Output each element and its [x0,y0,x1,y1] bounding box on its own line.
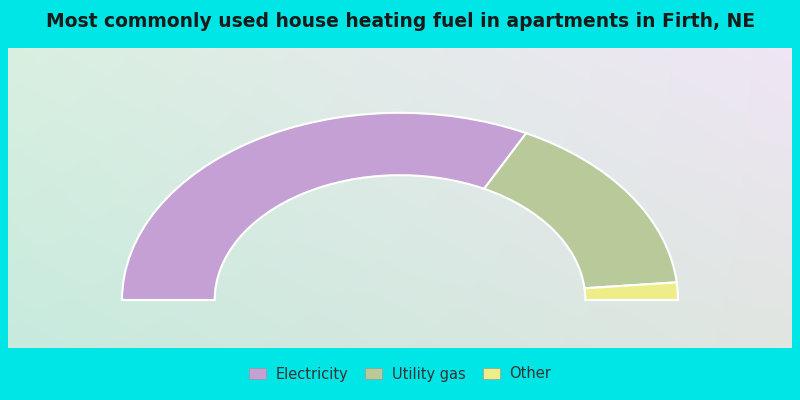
Wedge shape [585,282,678,300]
Wedge shape [484,133,677,288]
Text: Most commonly used house heating fuel in apartments in Firth, NE: Most commonly used house heating fuel in… [46,12,754,31]
Wedge shape [122,113,526,300]
Legend: Electricity, Utility gas, Other: Electricity, Utility gas, Other [243,361,557,387]
